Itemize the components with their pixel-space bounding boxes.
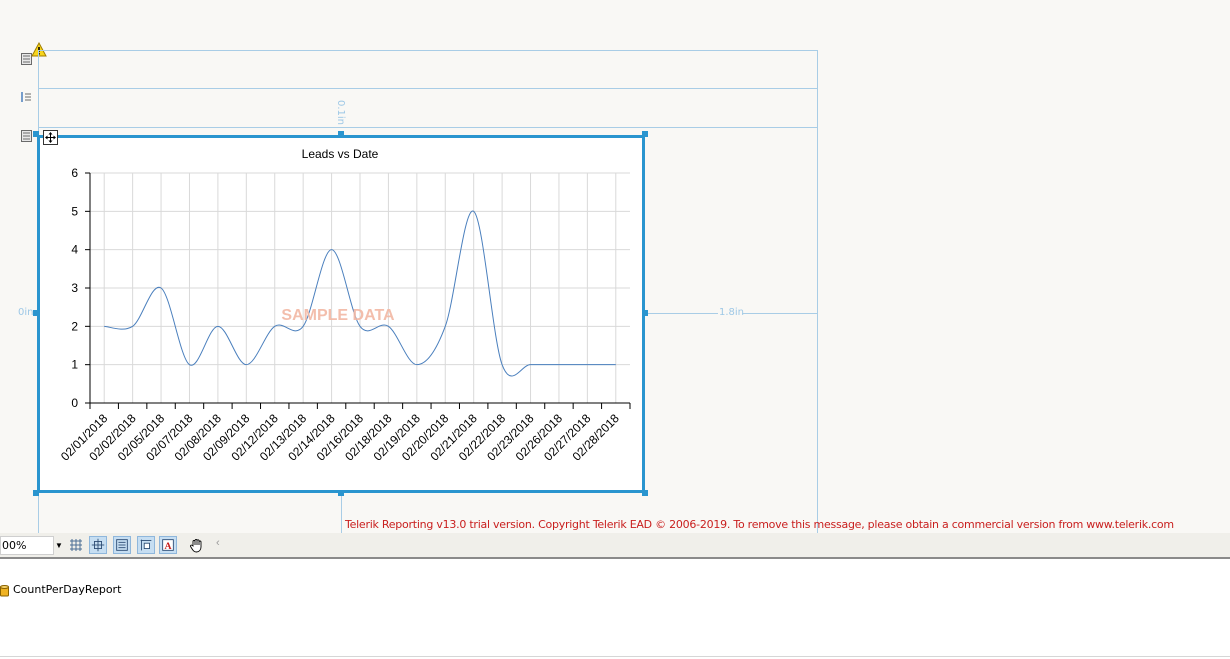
scroll-left-arrow[interactable]: ‹ (216, 537, 220, 549)
dimensions-icon[interactable] (113, 536, 131, 554)
ruler-left-label: 0in (18, 307, 34, 318)
zoom-input[interactable]: 00% (0, 536, 54, 555)
resize-handle-top[interactable] (338, 131, 344, 137)
panel-divider (0, 656, 1230, 657)
dimension-guide-right (742, 313, 817, 314)
svg-text:A: A (164, 541, 171, 552)
ruler-right-label: 1.8in (719, 307, 745, 318)
y-tick-label: 0 (71, 396, 78, 410)
resize-handle-bottom-left[interactable] (33, 490, 39, 496)
y-tick-label: 2 (71, 319, 78, 333)
y-tick-label: 3 (71, 281, 78, 295)
snap-to-snaplines-icon[interactable] (137, 536, 155, 554)
detail-section-icon[interactable] (21, 130, 33, 142)
designer-toolbar: 00% ▼ A ‹ (0, 533, 1230, 559)
resize-handle-bottom-right[interactable] (642, 490, 648, 496)
resize-handle-bottom[interactable] (338, 490, 344, 496)
chart-item[interactable]: 0 1 2 3 4 5 6 02/01/2018 02/02/2018 02/05/2018 02/… (37, 135, 645, 493)
move-handle-icon[interactable] (43, 130, 58, 145)
y-tick-label: 1 (71, 358, 78, 372)
grid-icon[interactable] (67, 536, 85, 554)
trial-version-message: Telerik Reporting v13.0 trial version. C… (345, 518, 1174, 531)
series-line (104, 210, 616, 377)
text-style-icon[interactable]: A (159, 536, 177, 554)
resize-handle-left[interactable] (33, 310, 39, 316)
data-source-label: CountPerDayReport (13, 583, 122, 596)
ruler-top-label: 0.1in (335, 100, 346, 126)
report-header-icon[interactable] (21, 53, 33, 65)
zoom-dropdown-icon[interactable]: ▼ (55, 541, 63, 550)
y-tick-label: 4 (71, 243, 78, 257)
group-header-band[interactable] (38, 88, 818, 128)
resize-handle-right[interactable] (642, 310, 648, 316)
detail-right-edge (817, 127, 818, 533)
warning-icon[interactable] (31, 42, 47, 57)
resize-handle-top-right[interactable] (642, 131, 648, 137)
database-icon (0, 585, 9, 597)
sample-data-watermark: SAMPLE DATA (281, 307, 395, 324)
snap-to-grid-icon[interactable] (89, 536, 107, 554)
dimension-guide-vertical (341, 492, 342, 533)
hand-tool-icon[interactable] (188, 536, 206, 554)
chart-title: Leads vs Date (302, 147, 379, 161)
y-tick-label: 5 (71, 204, 78, 218)
chart-canvas: 012345602/01/201802/02/201802/05/201802/… (58, 147, 631, 464)
data-sources-panel: CountPerDayReport (0, 559, 1230, 659)
dimension-guide-left (648, 313, 718, 314)
group-header-icon[interactable] (21, 91, 33, 103)
resize-handle-top-left[interactable] (33, 131, 39, 137)
report-header-band[interactable] (38, 50, 818, 89)
y-tick-label: 6 (71, 166, 78, 180)
